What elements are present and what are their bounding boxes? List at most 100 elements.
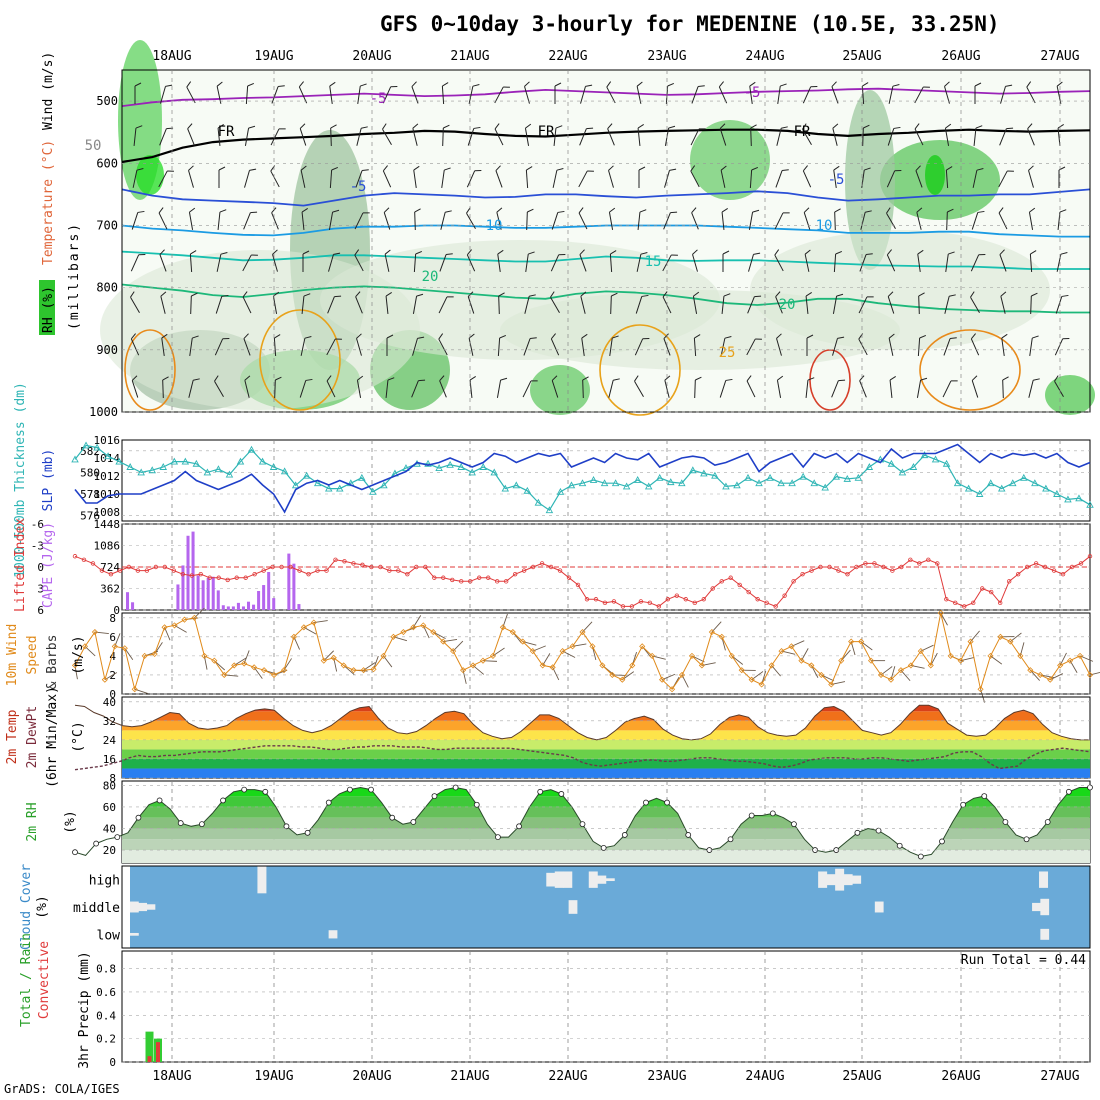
wind-barb	[524, 123, 532, 146]
barb-staff	[802, 128, 812, 146]
barb-staff	[634, 338, 644, 356]
rh-point	[389, 814, 396, 821]
lifted-point	[171, 568, 177, 573]
thickness-point	[512, 481, 521, 489]
wind-barb	[323, 650, 334, 661]
lifted-ylabel: Lifted Index	[13, 518, 28, 612]
barb-flag	[412, 123, 419, 129]
warm-contour	[259, 309, 341, 411]
wind-barb	[900, 669, 911, 682]
wind-barb	[889, 376, 896, 399]
temp-ylabel-3-wrap: (6hr Min/Max)	[45, 686, 60, 788]
rh-point	[431, 793, 438, 800]
barb-staff	[469, 379, 473, 399]
wind-speed-point	[211, 657, 218, 664]
rh-point	[220, 797, 226, 804]
barb-staff	[441, 170, 445, 188]
rh-legend-swatch	[39, 280, 55, 335]
barb-flag	[278, 85, 285, 88]
barb-flag	[999, 249, 1005, 255]
barb-flag	[220, 252, 228, 255]
wind-barb	[492, 647, 505, 657]
barb-staff	[748, 254, 754, 272]
temp2m-panel: 40 32 24 16 8 2m Temp 2m DewPt (6hr Min/Max) (°C…	[5, 686, 1091, 788]
lifted-point	[477, 575, 482, 580]
temp-band	[122, 720, 1090, 731]
wind-barb	[214, 660, 226, 671]
wind-speed-point	[390, 633, 397, 640]
barb-staff	[1029, 253, 1033, 273]
cape-tick: 1448	[94, 518, 121, 531]
wind-speed-point	[300, 624, 307, 631]
cloud-cell	[546, 872, 556, 887]
wind-barb	[821, 674, 835, 682]
rh-point	[283, 823, 290, 830]
day-label-top: 24AUG	[745, 49, 784, 64]
lifted-cape-panel: -6 -3 0 3 6 1448 1086 724 362 0 Lifted Index CAPE (…	[13, 518, 1093, 617]
contour-label: -5	[370, 91, 387, 107]
barb-staff	[945, 169, 949, 189]
barb-flag	[362, 212, 370, 214]
wind-barb	[562, 650, 576, 658]
cape-bar	[262, 585, 266, 610]
cape-bar	[267, 571, 271, 610]
barb-flag	[944, 81, 950, 87]
wind-barb	[1057, 124, 1064, 147]
barb-flag	[886, 207, 891, 214]
wind-speed-point	[748, 676, 755, 683]
thickness-point	[93, 443, 101, 451]
barb-flag	[134, 82, 142, 87]
rh-shade	[1045, 375, 1095, 415]
upper-air-panel: -5 -5 FR FR FR -5 -5 10 10 15 20 20 25 50 500 600 700 800…	[39, 40, 1095, 419]
temp-band	[122, 705, 1090, 712]
cape-bar	[221, 605, 225, 610]
lifted-point	[459, 579, 464, 584]
wind-barb	[522, 380, 538, 398]
barb-flag	[970, 333, 976, 340]
cloud-row-label: middle	[73, 901, 120, 916]
wind-speed-point	[330, 654, 337, 661]
thickness-point	[578, 479, 587, 487]
barb-flag	[1027, 123, 1033, 129]
lifted-point	[773, 604, 778, 609]
barb-flag	[1032, 335, 1039, 339]
wind-barb	[832, 293, 844, 314]
barb-flag	[804, 249, 811, 255]
wind-speed-point	[678, 671, 686, 679]
wind-barb	[1028, 165, 1034, 188]
wind-speed-point	[778, 648, 785, 655]
day-label-top: 26AUG	[941, 49, 980, 64]
barb-flag	[579, 249, 585, 255]
barb-staff	[694, 379, 696, 399]
thickness-point	[810, 479, 818, 487]
lifted-point	[153, 564, 159, 570]
barb-staff	[749, 169, 753, 189]
lifted-point	[387, 568, 392, 573]
barb-flag	[694, 334, 701, 339]
wind-barb	[551, 375, 559, 398]
barb-staff	[299, 128, 307, 146]
wind-barb	[972, 168, 984, 188]
thickness-point	[711, 471, 719, 479]
lifted-point	[539, 561, 545, 566]
barb-staff	[608, 212, 614, 230]
barb-staff	[497, 337, 501, 357]
wind-barb	[970, 253, 986, 272]
cape-bar	[226, 606, 230, 610]
wind-barb	[1000, 84, 1013, 104]
lifted-point	[207, 575, 212, 580]
barb-staff	[217, 211, 221, 231]
pressure-tick: 600	[96, 156, 118, 170]
wind-speed-point	[509, 628, 516, 636]
rh-point	[960, 801, 967, 808]
barb-staff	[972, 170, 978, 188]
thickness-point	[369, 487, 377, 495]
barb-staff	[746, 338, 756, 356]
lifted-point	[261, 568, 266, 573]
barb-flag	[162, 376, 169, 381]
day-label-top: 27AUG	[1040, 49, 1079, 64]
barb-staff	[270, 170, 280, 188]
wind-barb	[1049, 673, 1063, 681]
wind-barb	[497, 249, 504, 272]
rh-shade	[136, 155, 164, 195]
